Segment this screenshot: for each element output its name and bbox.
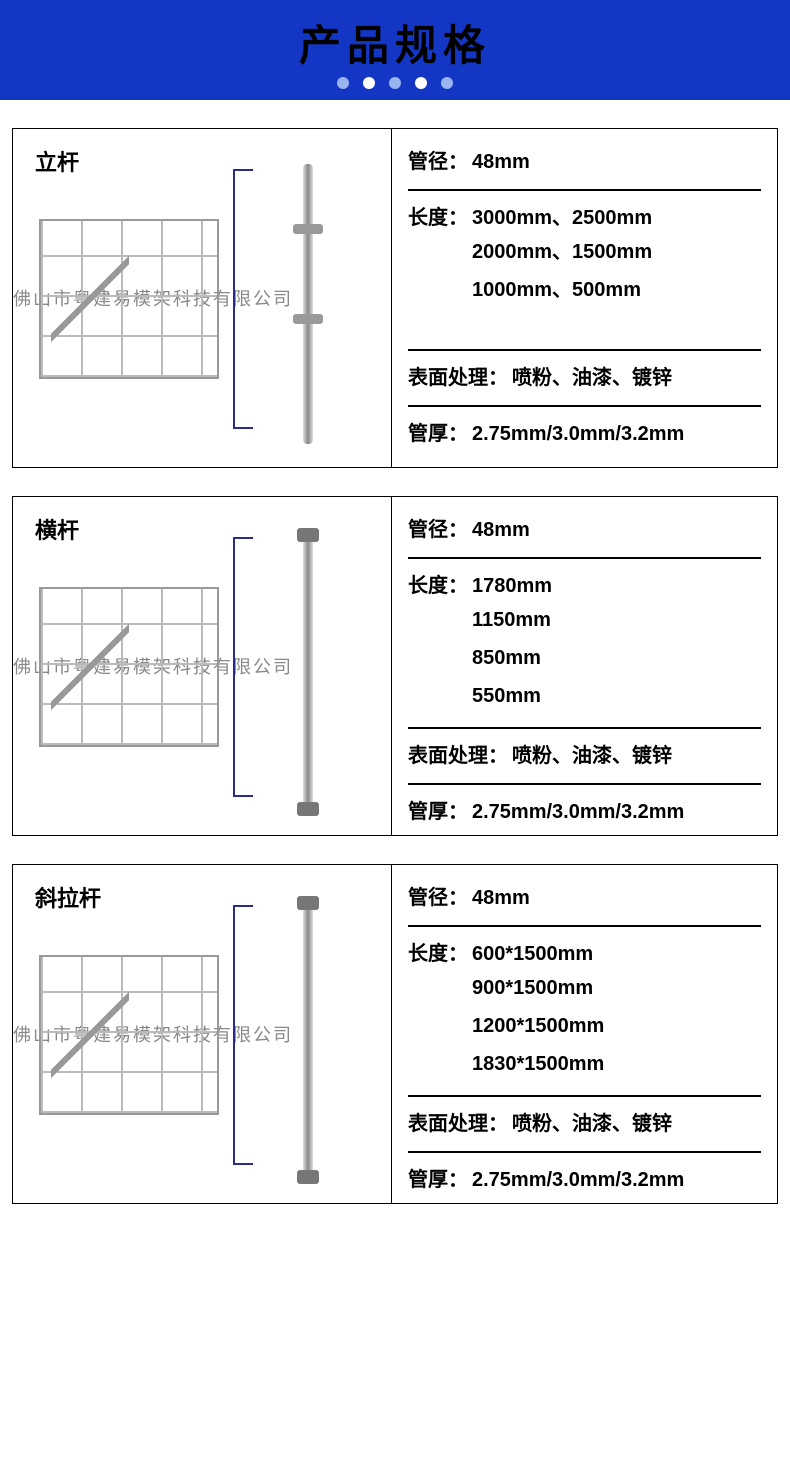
spec-length: 长度：3000mm、2500mm2000mm、1500mm1000mm、500m… (408, 195, 761, 317)
spec-label: 管厚： (408, 797, 468, 827)
divider (408, 189, 761, 191)
scaffold-icon (39, 219, 219, 379)
spec-value: 1780mm (472, 571, 552, 601)
spec-value: 48mm (472, 515, 530, 545)
bracket-icon (233, 905, 253, 1165)
spec-cell: 管径：48mm长度：600*1500mm900*1500mm1200*1500m… (392, 864, 778, 1204)
spec-value-extra: 1000mm、500mm (408, 271, 761, 309)
spec-thickness: 管厚：2.75mm/3.0mm/3.2mm (408, 789, 761, 835)
part-image (283, 159, 333, 449)
spec-diameter: 管径：48mm (408, 139, 761, 185)
divider (408, 349, 761, 351)
spec-value-extra: 550mm (408, 677, 761, 715)
spacer (408, 317, 761, 345)
spec-label: 表面处理： (408, 363, 508, 393)
scaffold-icon (39, 587, 219, 747)
dot-icon (337, 77, 349, 89)
product-image-cell: 横杆佛山市粤建易模架科技有限公司 (12, 496, 392, 836)
bracket-icon (233, 169, 253, 429)
spec-length: 长度：600*1500mm900*1500mm1200*1500mm1830*1… (408, 931, 761, 1091)
dot-icon (441, 77, 453, 89)
spec-thickness: 管厚：2.75mm/3.0mm/3.2mm (408, 1157, 761, 1203)
dot-icon (415, 77, 427, 89)
dot-icon (389, 77, 401, 89)
spec-value: 48mm (472, 147, 530, 177)
divider (408, 783, 761, 785)
spec-label: 管厚： (408, 1165, 468, 1195)
product-name: 斜拉杆 (35, 881, 101, 913)
spec-value: 2.75mm/3.0mm/3.2mm (472, 1165, 684, 1195)
spec-value-extra: 900*1500mm (408, 969, 761, 1007)
pole-icon (303, 900, 313, 1180)
spec-value-extra: 1150mm (408, 601, 761, 639)
product-row: 横杆佛山市粤建易模架科技有限公司管径：48mm长度：1780mm1150mm85… (12, 496, 778, 836)
spec-value: 48mm (472, 883, 530, 913)
spec-surface: 表面处理：喷粉、油漆、镀锌 (408, 1101, 761, 1147)
spec-label: 管径： (408, 515, 468, 545)
spec-value-extra: 850mm (408, 639, 761, 677)
spec-value: 3000mm、2500mm (472, 203, 652, 233)
spec-diameter: 管径：48mm (408, 507, 761, 553)
product-name: 立杆 (35, 145, 79, 177)
spec-diameter: 管径：48mm (408, 875, 761, 921)
product-name: 横杆 (35, 513, 79, 545)
spec-value: 喷粉、油漆、镀锌 (512, 1109, 672, 1139)
spec-label: 管径： (408, 883, 468, 913)
scaffold-image (29, 935, 229, 1135)
product-row: 立杆佛山市粤建易模架科技有限公司管径：48mm长度：3000mm、2500mm2… (12, 128, 778, 468)
spec-label: 管厚： (408, 419, 468, 449)
spec-label: 长度： (408, 939, 468, 969)
product-row: 斜拉杆佛山市粤建易模架科技有限公司管径：48mm长度：600*1500mm900… (12, 864, 778, 1204)
divider (408, 1095, 761, 1097)
spec-value: 2.75mm/3.0mm/3.2mm (472, 797, 684, 827)
part-image (283, 895, 333, 1185)
spec-value-extra: 1830*1500mm (408, 1045, 761, 1083)
divider (408, 405, 761, 407)
spec-value: 喷粉、油漆、镀锌 (512, 363, 672, 393)
page-title: 产品规格 (299, 12, 491, 73)
spec-cell: 管径：48mm长度：1780mm1150mm850mm550mm表面处理：喷粉、… (392, 496, 778, 836)
spec-surface: 表面处理：喷粉、油漆、镀锌 (408, 355, 761, 401)
spec-value-extra: 1200*1500mm (408, 1007, 761, 1045)
part-image (283, 527, 333, 817)
spec-label: 长度： (408, 571, 468, 601)
spec-label: 长度： (408, 203, 468, 233)
divider (408, 727, 761, 729)
spec-length: 长度：1780mm1150mm850mm550mm (408, 563, 761, 723)
spec-value: 2.75mm/3.0mm/3.2mm (472, 419, 684, 449)
scaffold-image (29, 199, 229, 399)
product-image-cell: 斜拉杆佛山市粤建易模架科技有限公司 (12, 864, 392, 1204)
product-image-cell: 立杆佛山市粤建易模架科技有限公司 (12, 128, 392, 468)
spec-thickness: 管厚：2.75mm/3.0mm/3.2mm (408, 411, 761, 457)
spec-label: 表面处理： (408, 1109, 508, 1139)
spec-label: 管径： (408, 147, 468, 177)
divider (408, 1151, 761, 1153)
spec-value: 600*1500mm (472, 939, 593, 969)
decorative-dots (337, 77, 453, 89)
spec-label: 表面处理： (408, 741, 508, 771)
divider (408, 557, 761, 559)
spec-value-extra: 2000mm、1500mm (408, 233, 761, 271)
header-banner: 产品规格 (0, 0, 790, 100)
spec-value: 喷粉、油漆、镀锌 (512, 741, 672, 771)
pole-icon (303, 532, 313, 812)
spec-cell: 管径：48mm长度：3000mm、2500mm2000mm、1500mm1000… (392, 128, 778, 468)
pole-icon (303, 164, 313, 444)
scaffold-image (29, 567, 229, 767)
scaffold-icon (39, 955, 219, 1115)
dot-icon (363, 77, 375, 89)
bracket-icon (233, 537, 253, 797)
divider (408, 925, 761, 927)
spec-surface: 表面处理：喷粉、油漆、镀锌 (408, 733, 761, 779)
